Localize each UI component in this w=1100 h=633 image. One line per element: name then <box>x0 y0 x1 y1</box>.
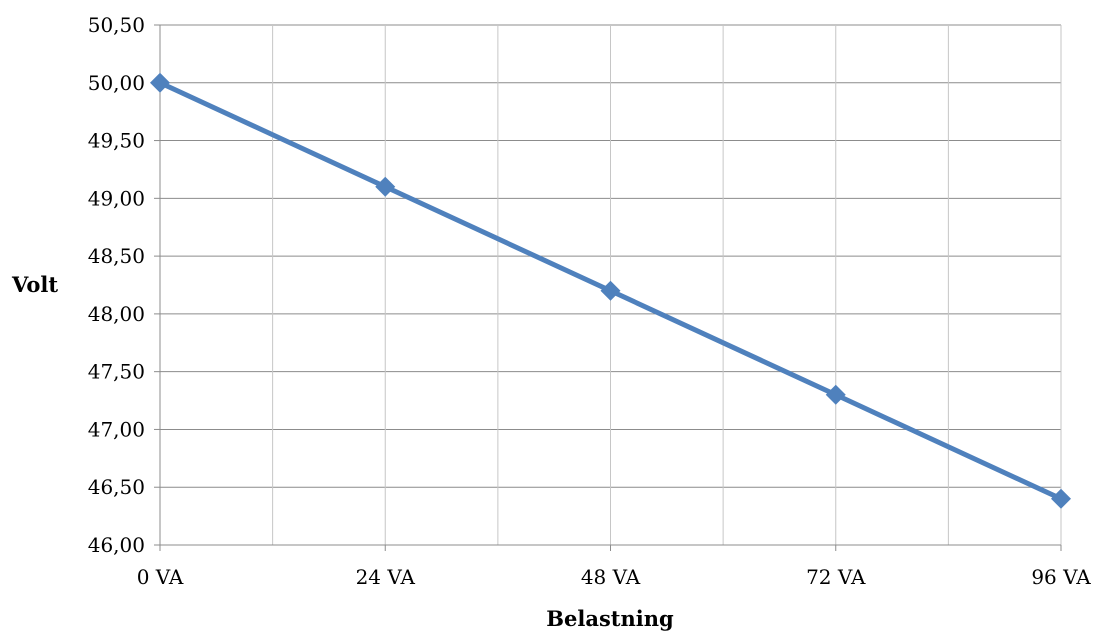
data-point-marker <box>600 280 621 301</box>
y-tick-label: 46,50 <box>88 475 145 499</box>
x-tick-label: 96 VA <box>1031 565 1091 589</box>
data-point-marker <box>825 384 846 405</box>
x-tick-label: 0 VA <box>137 565 184 589</box>
y-tick-label: 48,50 <box>88 244 145 268</box>
x-tick-label: 72 VA <box>806 565 866 589</box>
data-point-marker <box>150 72 170 93</box>
y-axis-title: Volt <box>11 272 58 297</box>
tick-labels: 46,00 46,50 47,00 47,50 48,00 48,50 49,00 49,50… <box>88 13 1091 589</box>
data-point-marker <box>375 176 396 197</box>
y-tick-label: 49,00 <box>88 186 145 210</box>
y-tick-label: 46,00 <box>88 533 145 557</box>
y-tick-label: 47,00 <box>88 417 145 441</box>
x-tick-label: 24 VA <box>356 565 416 589</box>
y-tick-label: 49,50 <box>88 129 145 153</box>
y-tick-label: 50,50 <box>88 13 145 37</box>
x-axis-title: Belastning <box>546 606 674 631</box>
data-point-marker <box>1051 488 1071 509</box>
y-tick-label: 47,50 <box>88 360 145 384</box>
axes <box>154 24 1062 551</box>
y-tick-label: 50,00 <box>88 71 145 95</box>
y-tick-label: 48,00 <box>88 302 145 326</box>
x-tick-label: 48 VA <box>581 565 641 589</box>
series-group <box>150 72 1071 509</box>
